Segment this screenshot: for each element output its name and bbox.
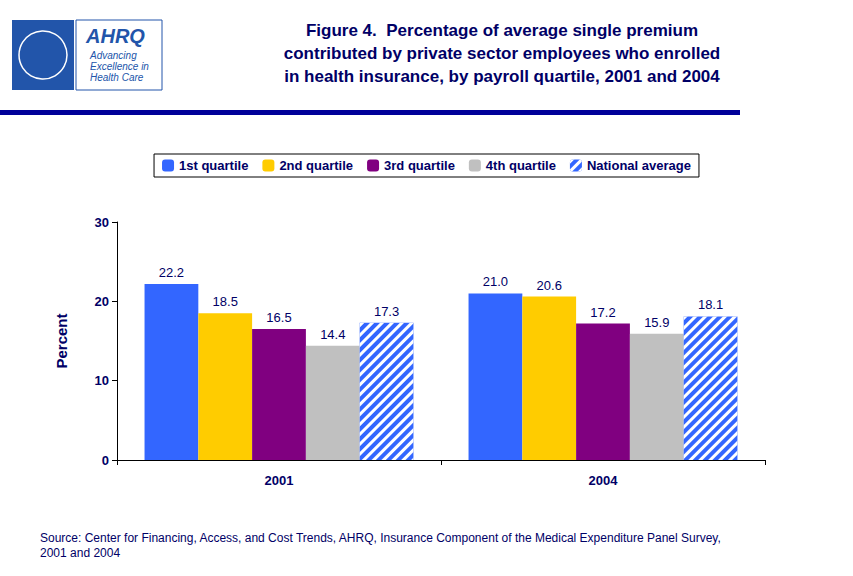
svg-text:3rd quartile: 3rd quartile xyxy=(384,158,455,173)
svg-text:18.5: 18.5 xyxy=(213,294,238,309)
svg-text:in health insurance, by payrol: in health insurance, by payroll quartile… xyxy=(284,67,720,86)
svg-text:20: 20 xyxy=(95,294,109,309)
svg-text:2001: 2001 xyxy=(265,473,294,488)
svg-text:contributed by private sector: contributed by private sector employees … xyxy=(284,44,720,63)
svg-text:14.4: 14.4 xyxy=(320,327,345,342)
svg-text:30: 30 xyxy=(95,215,109,230)
svg-text:15.9: 15.9 xyxy=(644,315,669,330)
svg-text:20.6: 20.6 xyxy=(537,278,562,293)
svg-text:17.3: 17.3 xyxy=(374,304,399,319)
svg-text:10: 10 xyxy=(95,373,109,388)
svg-text:Health Care: Health Care xyxy=(90,72,144,83)
svg-text:AHRQ: AHRQ xyxy=(85,25,145,47)
svg-text:2001 and 2004: 2001 and 2004 xyxy=(40,546,120,560)
svg-text:22.2: 22.2 xyxy=(159,265,184,280)
svg-text:Source: Center for Financing,: Source: Center for Financing, Access, an… xyxy=(40,531,721,545)
svg-text:17.2: 17.2 xyxy=(590,305,615,320)
svg-text:Figure 4. Percentage of avera: Figure 4. Percentage of average single p… xyxy=(306,21,698,40)
svg-text:1st quartile: 1st quartile xyxy=(179,158,248,173)
svg-text:Advancing: Advancing xyxy=(89,50,137,61)
svg-text:Excellence in: Excellence in xyxy=(90,61,149,72)
svg-text:Percent: Percent xyxy=(53,313,70,368)
svg-text:2004: 2004 xyxy=(589,473,619,488)
svg-text:National average: National average xyxy=(587,158,691,173)
svg-text:21.0: 21.0 xyxy=(483,274,508,289)
svg-text:4th quartile: 4th quartile xyxy=(486,158,556,173)
svg-text:16.5: 16.5 xyxy=(266,310,291,325)
svg-text:18.1: 18.1 xyxy=(698,297,723,312)
svg-text:2nd quartile: 2nd quartile xyxy=(279,158,353,173)
svg-text:0: 0 xyxy=(102,453,109,468)
